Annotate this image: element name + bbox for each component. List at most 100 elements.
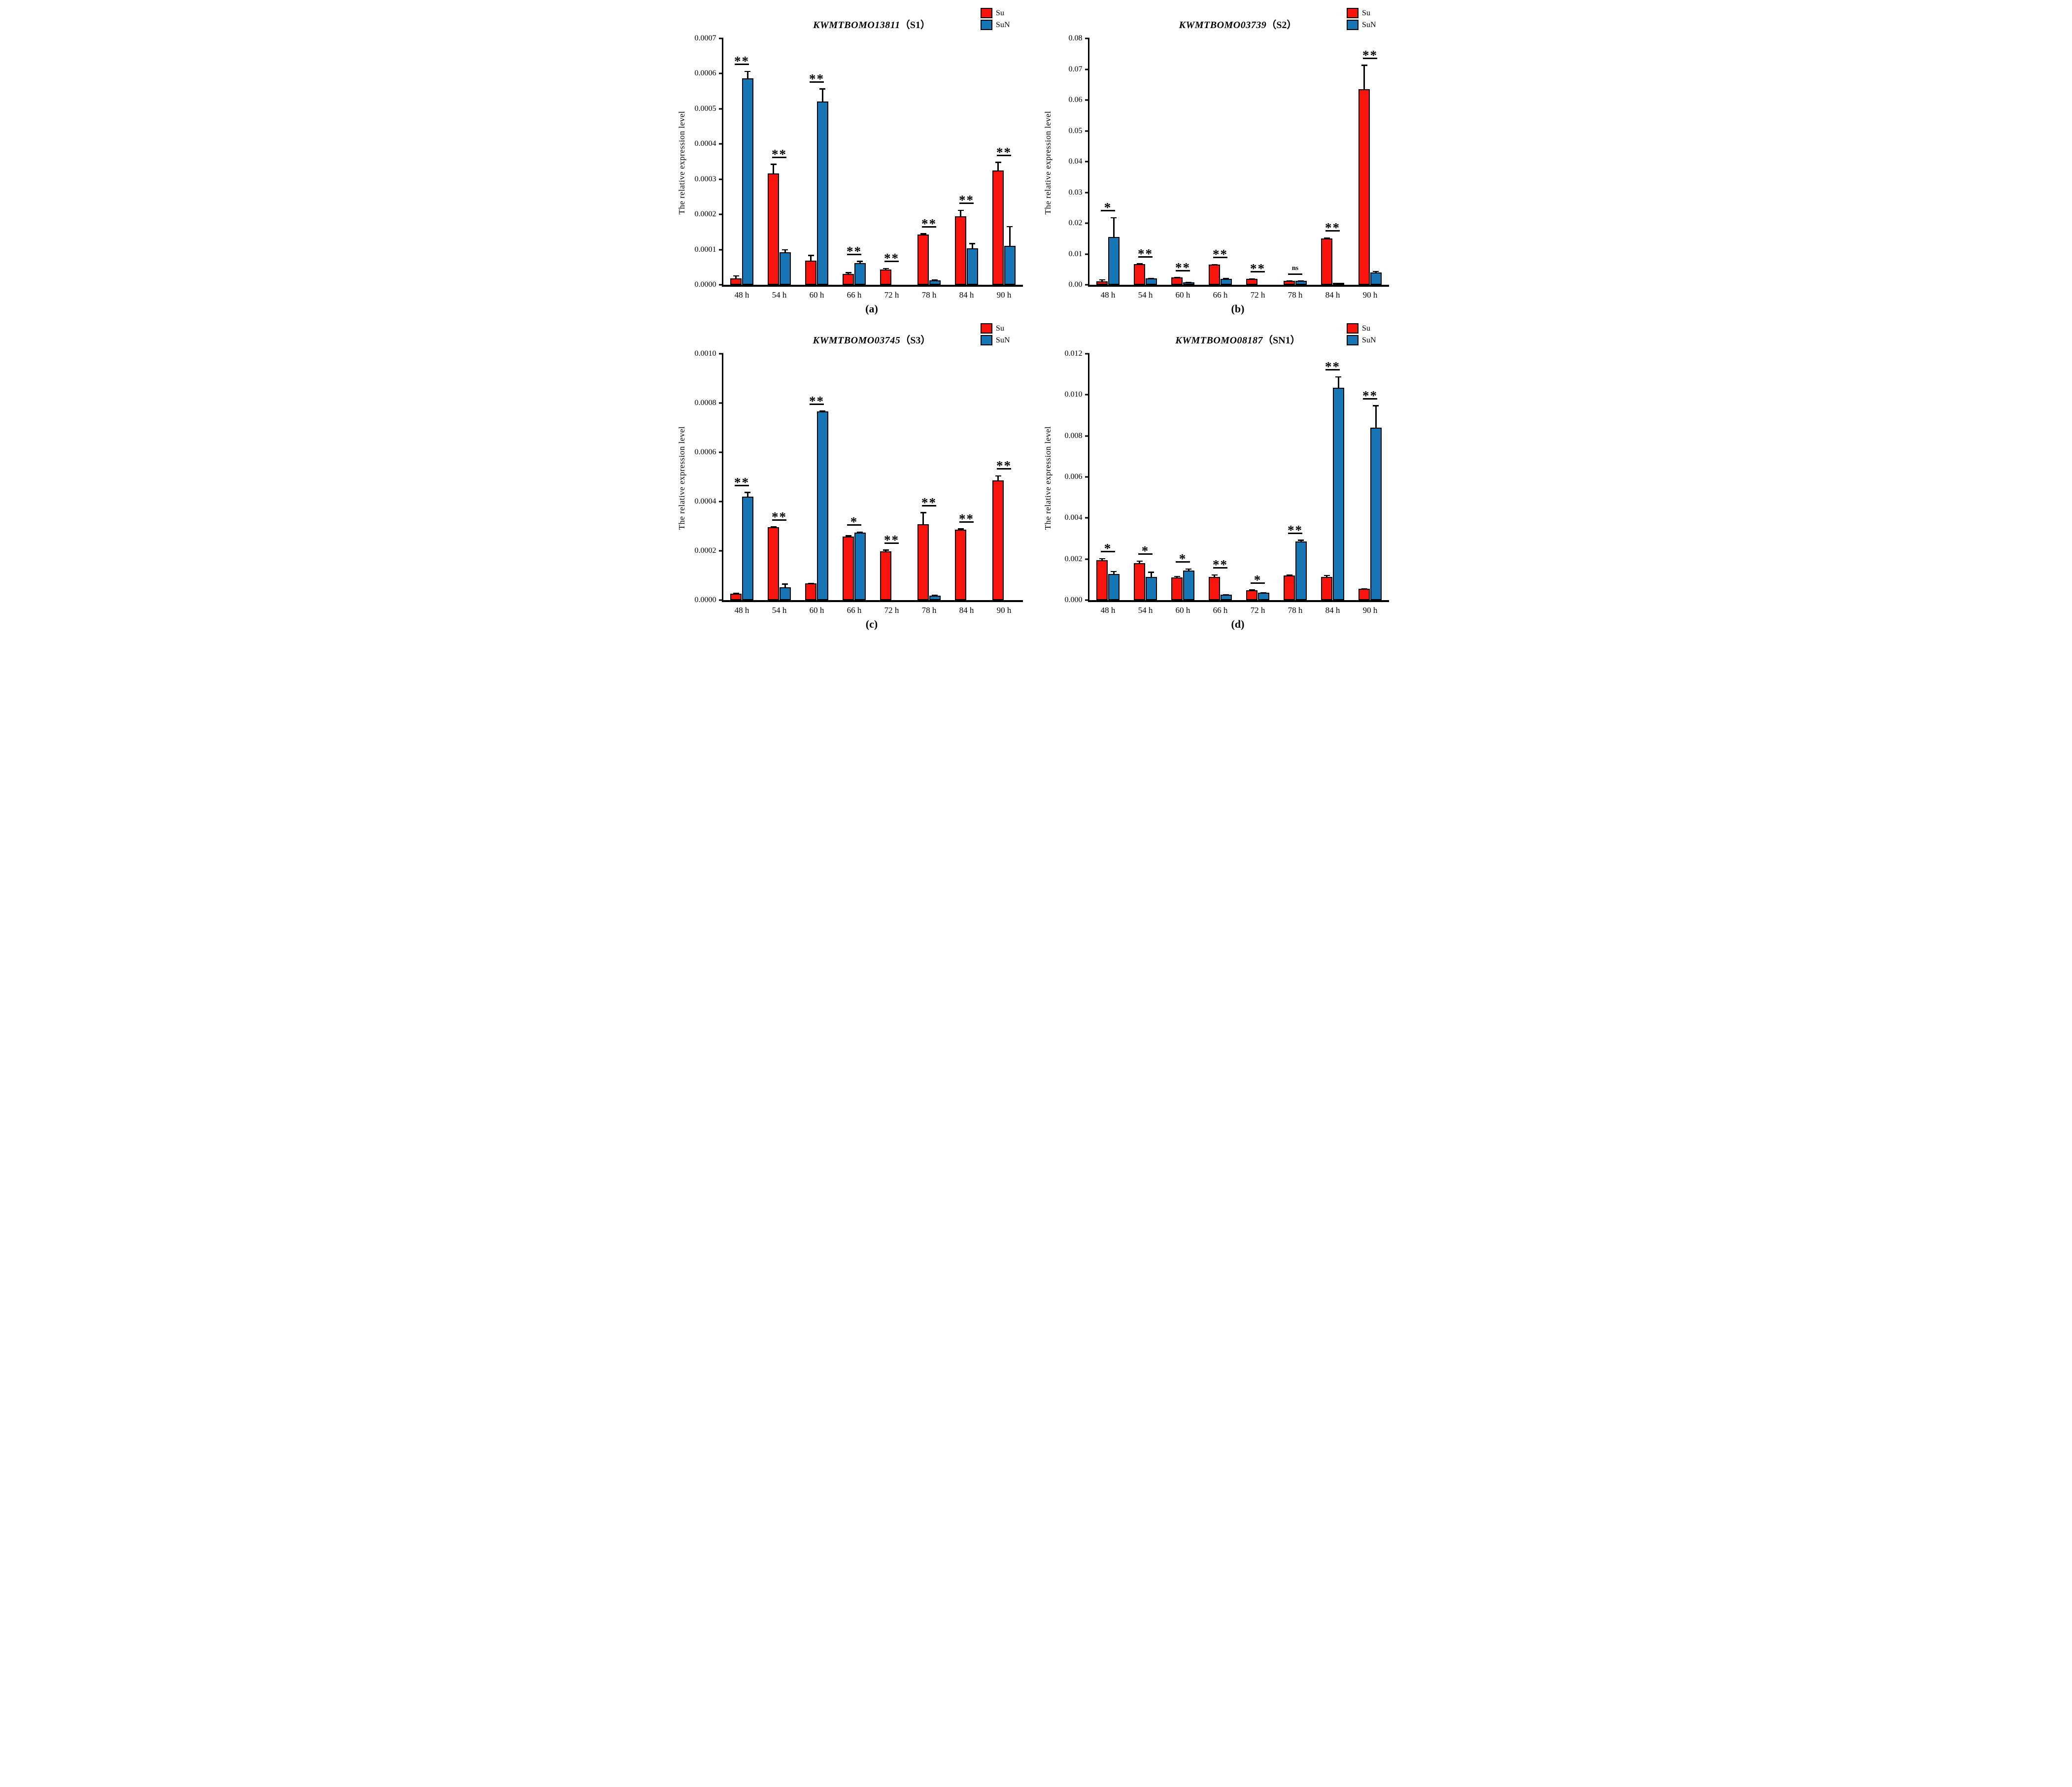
plot-wrap: 0.00 0.01 0.02 0.03 0.04 0.05 0.06 0.07 0.08 * 48 … — [1069, 34, 1389, 299]
x-label-78h: 78 h — [1288, 606, 1303, 615]
panel-body: The relative expression level 0.000 0.002 0… — [1043, 350, 1393, 614]
error-bar-line — [1009, 226, 1011, 246]
legend-item-su: Su — [981, 323, 1010, 334]
y-axis-label: The relative expression level — [1043, 426, 1053, 530]
y-tick-mark — [718, 284, 723, 286]
error-bar-cap — [1099, 279, 1105, 281]
plot-wrap: 0.0000 0.0001 0.0002 0.0003 0.0004 0.0005 0.00… — [695, 34, 1023, 299]
y-tick-label: 0.0005 — [694, 104, 716, 113]
legend: Su SuN — [981, 8, 1010, 30]
bar-su-84h — [954, 529, 967, 600]
y-tick-label: 0.0001 — [694, 245, 716, 254]
significance-line — [772, 519, 786, 521]
significance-label: ** — [921, 496, 937, 505]
x-label-72h: 72 h — [884, 606, 899, 615]
significance-label: * — [850, 515, 858, 524]
y-tick-label: 0.0003 — [694, 174, 716, 183]
error-bar-line — [972, 243, 973, 248]
bar-sun-84h — [966, 248, 979, 285]
x-label-60h: 60 h — [809, 606, 824, 615]
error-bar-cap — [808, 583, 814, 584]
significance-line — [997, 468, 1011, 470]
error-bar-line — [1113, 217, 1115, 237]
y-tick-mark — [1085, 37, 1089, 39]
x-label-84h: 84 h — [1325, 290, 1340, 300]
y-tick-mark — [1085, 599, 1089, 601]
y-tick-mark — [718, 213, 723, 215]
significance-marker-66h: * — [847, 515, 861, 526]
error-bar-line — [735, 275, 737, 279]
error-bar-cap — [1174, 575, 1180, 577]
error-bar-line — [810, 255, 812, 261]
legend-label: SuN — [1362, 20, 1376, 29]
significance-label: ** — [1288, 523, 1303, 533]
legend-swatch-su — [981, 323, 993, 334]
y-tick-mark — [718, 143, 723, 145]
y-tick-mark — [1085, 161, 1089, 163]
y-tick-label: 0.0002 — [694, 210, 716, 219]
x-label-66h: 66 h — [1213, 606, 1228, 615]
bar-su-54h — [1133, 264, 1146, 285]
y-tick-label: 0.000 — [1064, 596, 1083, 604]
y-tick-label: 0.0008 — [694, 399, 716, 407]
significance-label: ** — [1362, 48, 1378, 58]
bar-su-66h — [842, 273, 854, 285]
y-tick-mark — [1085, 68, 1089, 70]
error-bar-cap — [1148, 572, 1155, 573]
plot-area: 0.00 0.01 0.02 0.03 0.04 0.05 0.06 0.07 0.08 * 48 … — [1069, 34, 1389, 299]
significance-marker-78h: ** — [1288, 524, 1302, 534]
significance-marker-72h: * — [1251, 573, 1265, 584]
significance-marker-60h: ** — [1175, 261, 1190, 271]
bar-su-54h — [1133, 563, 1146, 600]
error-bar-line — [1151, 572, 1152, 577]
significance-marker-66h: ** — [847, 245, 861, 255]
gene-stage-tag: （S2） — [1266, 20, 1297, 31]
significance-line — [1213, 257, 1227, 258]
significance-marker-84h: ** — [1325, 221, 1340, 232]
error-bar-cap — [1361, 65, 1367, 66]
bar-su-72h — [1246, 279, 1258, 285]
panel-title: KWMTBOMO13811（S1） — [678, 17, 1027, 31]
legend-label: Su — [1362, 8, 1370, 17]
significance-line — [1251, 582, 1265, 584]
gene-stage-tag: （SN1） — [1263, 335, 1300, 346]
error-bar-line — [784, 583, 786, 587]
panel-title: KWMTBOMO03745（S3） — [678, 332, 1027, 346]
x-label-60h: 60 h — [1175, 290, 1190, 300]
error-bar-cap — [1186, 282, 1192, 283]
bar-sun-90h — [1370, 272, 1382, 285]
significance-label: * — [1141, 544, 1150, 554]
x-label-66h: 66 h — [847, 606, 862, 615]
y-tick-label: 0.0002 — [694, 546, 716, 555]
bar-sun-48h — [742, 78, 754, 285]
bar-su-66h — [1208, 265, 1221, 285]
significance-label: ** — [884, 252, 899, 261]
y-tick-mark — [718, 353, 723, 355]
error-bar-cap — [770, 526, 777, 528]
panel-body: The relative expression level 0.0000 0.000… — [677, 350, 1027, 614]
x-label-54h: 54 h — [1138, 290, 1153, 300]
y-tick-mark — [718, 451, 723, 453]
error-bar-line — [773, 164, 774, 173]
x-label-90h: 90 h — [1362, 290, 1378, 300]
y-tick-label: 0.004 — [1064, 513, 1083, 522]
error-bar-cap — [1174, 277, 1180, 278]
legend: Su SuN — [1347, 323, 1376, 345]
gene-name: KWMTBOMO08187 — [1175, 335, 1263, 346]
significance-line — [959, 202, 974, 204]
significance-label: * — [1104, 201, 1112, 210]
panel-body: The relative expression level 0.0000 0.000… — [677, 34, 1027, 299]
significance-line — [1176, 270, 1190, 271]
x-label-54h: 54 h — [772, 290, 787, 300]
panel-d: KWMTBOMO08187（SN1） Su SuN The relative expr… — [1043, 323, 1393, 637]
significance-line — [1363, 57, 1377, 59]
significance-marker-48h: * — [1101, 542, 1115, 553]
significance-marker-54h: * — [1138, 544, 1153, 555]
significance-marker-78h: ** — [921, 496, 937, 506]
significance-marker-72h: ** — [1250, 262, 1265, 273]
significance-line — [1101, 551, 1115, 553]
y-tick-mark — [1085, 517, 1089, 519]
y-tick-label: 0.03 — [1068, 188, 1083, 197]
gene-name: KWMTBOMO03739 — [1179, 20, 1267, 31]
error-bar-cap — [745, 70, 751, 72]
